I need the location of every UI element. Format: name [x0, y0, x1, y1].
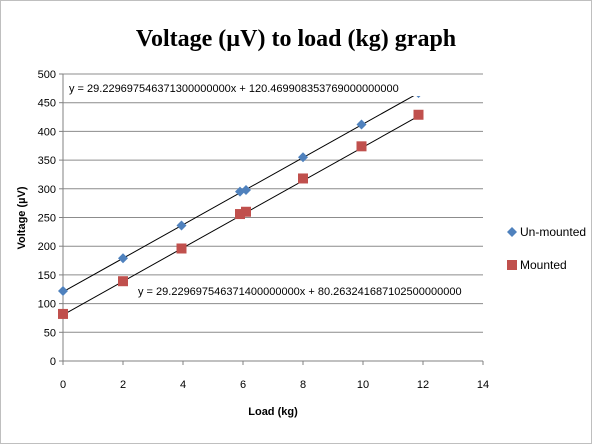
point-mounted-3 — [235, 209, 245, 220]
y-tick-label-250: 250 — [38, 213, 56, 225]
point-un-mounted-6 — [356, 119, 367, 130]
x-axis-title: Load (kg) — [248, 406, 298, 418]
x-tick-label-8: 8 — [300, 379, 306, 391]
point-un-mounted-1 — [118, 253, 128, 264]
point-mounted-1 — [118, 276, 128, 287]
x-tick-label-14: 14 — [477, 379, 489, 391]
point-mounted-4 — [241, 206, 251, 217]
x-tick-labels: 0 2 4 6 8 10 12 14 — [60, 379, 489, 391]
legend: Un-mounted Mounted — [507, 225, 586, 272]
x-tick-label-12: 12 — [417, 379, 429, 391]
y-tick-labels: 0 50 100 150 200 250 300 350 400 450 500 — [38, 69, 56, 368]
point-un-mounted-5 — [298, 152, 308, 163]
trendline-equations: y = 29.229697546371300000000x + 120.4699… — [66, 80, 476, 299]
y-tick-label-400: 400 — [38, 126, 56, 138]
chart-title: Voltage (µV) to load (kg) graph — [136, 26, 456, 52]
trendline-equation-un-mounted: y = 29.229697546371300000000x + 120.4699… — [69, 83, 399, 95]
legend-marker-mounted — [507, 260, 517, 270]
y-tick-label-200: 200 — [38, 241, 56, 253]
x-tick-label-10: 10 — [357, 379, 369, 391]
legend-marker-un-mounted — [507, 227, 517, 237]
point-mounted-5 — [298, 173, 308, 184]
y-tick-label-100: 100 — [38, 299, 56, 311]
equation-background-mounted — [136, 283, 476, 299]
x-tick-label-4: 4 — [180, 379, 186, 391]
equation-background-un-mounted — [66, 80, 428, 96]
y-tick-label-500: 500 — [38, 69, 56, 81]
y-tick-label-450: 450 — [38, 98, 56, 110]
y-tick-label-150: 150 — [38, 270, 56, 282]
trendline-equation-mounted: y = 29.229697546371400000000x + 80.26324… — [138, 286, 462, 298]
legend-label-mounted: Mounted — [520, 258, 567, 272]
x-tick-label-6: 6 — [240, 379, 246, 391]
point-mounted-0 — [58, 308, 68, 319]
trendlines — [62, 92, 419, 316]
y-tick-label-50: 50 — [44, 327, 56, 339]
point-un-mounted-4 — [241, 184, 251, 195]
y-tick-label-300: 300 — [38, 184, 56, 196]
point-un-mounted-2 — [176, 220, 187, 231]
gridlines — [59, 73, 484, 365]
point-mounted-6 — [356, 141, 367, 152]
point-un-mounted-0 — [58, 285, 68, 296]
y-tick-label-0: 0 — [50, 356, 56, 368]
y-tick-label-350: 350 — [38, 155, 56, 167]
point-mounted-2 — [176, 243, 187, 254]
point-mounted-7 — [413, 109, 424, 120]
x-tick-label-2: 2 — [120, 379, 126, 391]
x-tick-label-0: 0 — [60, 379, 66, 391]
y-axis-title: Voltage (µV) — [16, 186, 28, 249]
legend-label-un-mounted: Un-mounted — [520, 225, 586, 239]
